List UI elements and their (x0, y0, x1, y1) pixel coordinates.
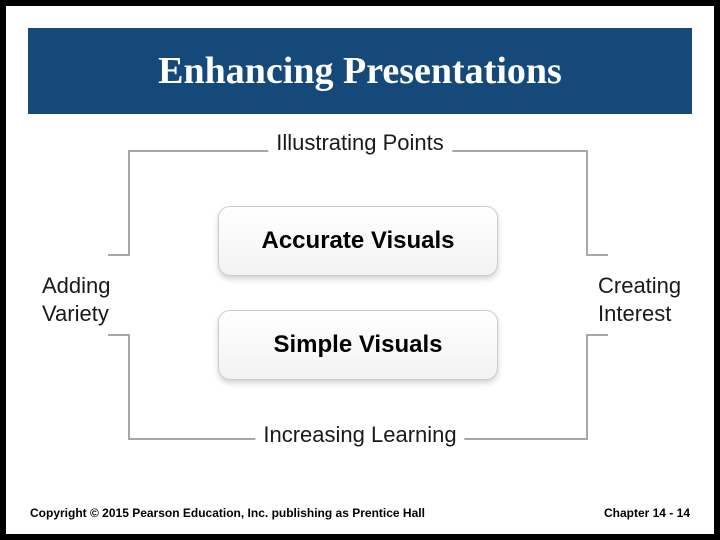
page-number: Chapter 14 - 14 (604, 506, 690, 520)
label-bottom: Increasing Learning (255, 422, 464, 448)
card-simple-visuals: Simple Visuals (218, 310, 498, 380)
bracket-line (586, 150, 588, 254)
card-text: Accurate Visuals (262, 227, 455, 255)
bracket-line (586, 254, 608, 256)
card-accurate-visuals: Accurate Visuals (218, 206, 498, 276)
bracket-line (108, 334, 130, 336)
label-right: Creating Interest (590, 272, 686, 327)
label-left-line1: Adding (42, 273, 111, 298)
label-right-line2: Interest (598, 301, 671, 326)
bracket-line (128, 150, 130, 254)
bracket-line (128, 334, 130, 438)
bracket-line (108, 254, 130, 256)
copyright-text: Copyright © 2015 Pearson Education, Inc.… (30, 506, 425, 520)
diagram: Illustrating Points Increasing Learning … (28, 122, 692, 482)
footer: Copyright © 2015 Pearson Education, Inc.… (30, 506, 690, 520)
label-left: Adding Variety (34, 272, 124, 327)
slide: Enhancing Presentations Illustrating Poi… (6, 6, 714, 534)
bracket-line (586, 334, 588, 438)
title-bar: Enhancing Presentations (28, 28, 692, 114)
label-left-line2: Variety (42, 301, 109, 326)
bracket-line (586, 334, 608, 336)
label-top: Illustrating Points (268, 130, 452, 156)
slide-title: Enhancing Presentations (158, 49, 562, 93)
content-area: Illustrating Points Increasing Learning … (28, 122, 692, 482)
label-right-line1: Creating (598, 273, 681, 298)
card-text: Simple Visuals (274, 331, 443, 359)
